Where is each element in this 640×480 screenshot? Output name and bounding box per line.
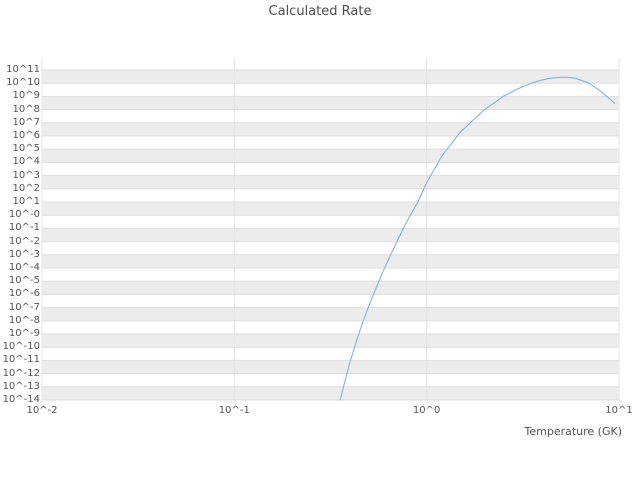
y-tick-label: 10^1 xyxy=(12,196,40,207)
grid-band xyxy=(42,254,619,268)
x-axis-title: Temperature (GK) xyxy=(524,425,623,438)
y-tick-label: 10^3 xyxy=(12,169,40,181)
y-tick-label: 10^-7 xyxy=(8,301,40,313)
y-tick-label: 10^-2 xyxy=(8,235,40,247)
grid-band xyxy=(42,175,619,189)
y-tick-label: 10^-6 xyxy=(8,288,40,300)
y-tick-label: 10^10 xyxy=(6,77,40,89)
grid-band xyxy=(42,281,619,295)
grid-band xyxy=(42,202,619,216)
x-tick-label: 10^0 xyxy=(412,405,441,416)
y-tick-label: 10^-9 xyxy=(8,328,40,339)
chart-title: Calculated Rate xyxy=(268,4,372,19)
y-tick-label: 10^-12 xyxy=(2,367,40,379)
grid-band xyxy=(42,334,619,348)
grid-band xyxy=(42,307,619,321)
y-tick-label: 10^-8 xyxy=(8,314,40,326)
rate-curve xyxy=(339,76,616,401)
y-tick-label: 10^-4 xyxy=(8,262,40,273)
x-tick-label: 10^-1 xyxy=(218,405,250,416)
grid-band xyxy=(42,96,619,110)
x-tick-label: 10^-2 xyxy=(26,405,58,416)
grid-band xyxy=(42,360,619,374)
y-tick-label: 10^-1 xyxy=(8,222,40,234)
grid-band xyxy=(42,70,619,84)
y-tick-label: 10^8 xyxy=(12,103,40,115)
y-tick-label: 10^4 xyxy=(12,156,40,168)
y-tick-label: 10^-14 xyxy=(2,394,40,405)
grid-band xyxy=(42,386,619,400)
y-tick-label: 10^-5 xyxy=(8,275,40,287)
y-tick-label: 10^6 xyxy=(12,130,40,141)
y-tick-label: 10^2 xyxy=(12,182,40,194)
y-tick-label: 10^11 xyxy=(6,64,40,75)
x-tick-label: 10^1 xyxy=(605,405,633,416)
grid-band xyxy=(42,228,619,242)
y-tick-label: 10^-11 xyxy=(2,354,40,366)
y-tick-label: 10^-3 xyxy=(8,248,40,260)
y-tick-label: 10^5 xyxy=(12,143,40,155)
y-tick-label: 10^9 xyxy=(12,90,40,102)
grid-band xyxy=(42,122,619,136)
grid-band xyxy=(42,149,619,163)
y-tick-label: 10^-0 xyxy=(8,209,40,221)
y-tick-label: 10^-10 xyxy=(2,341,40,353)
y-tick-label: 10^-13 xyxy=(2,380,40,392)
y-tick-label: 10^7 xyxy=(12,116,40,128)
